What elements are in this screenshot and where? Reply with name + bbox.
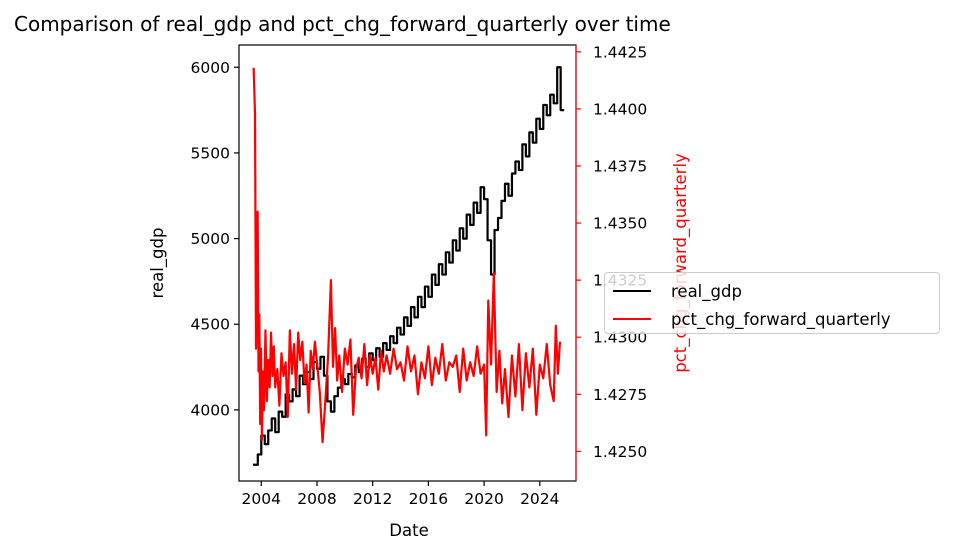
x-tick-label: 2024 <box>520 490 559 508</box>
legend-label-pct-chg: pct_chg_forward_quarterly <box>671 309 891 329</box>
y-left-tick-label: 4500 <box>191 316 230 334</box>
y-left-tick-label: 5000 <box>191 230 230 248</box>
y-right-axis-label: pct_chg_forward_quarterly <box>671 153 691 373</box>
x-tick-label: 2020 <box>464 490 503 508</box>
x-tick-label: 2012 <box>353 490 392 508</box>
y-left-tick-label: 5500 <box>191 144 230 162</box>
legend-label-real-gdp: real_gdp <box>671 281 742 301</box>
y-left-tick-label: 4000 <box>191 401 230 419</box>
y-right-tick-label: 1.4375 <box>593 157 647 175</box>
series-line-real-gdp <box>252 66 565 466</box>
y-left-tick-label: 6000 <box>191 59 230 77</box>
x-tick-label: 2004 <box>242 490 281 508</box>
y-right-tick-label: 1.4250 <box>593 443 647 461</box>
legend: real_gdp pct_chg_forward_quarterly <box>604 272 940 334</box>
chart-title: Comparison of real_gdp and pct_chg_forwa… <box>14 12 671 36</box>
x-axis-label: Date <box>389 521 428 540</box>
x-tick-label: 2008 <box>297 490 336 508</box>
series-line-pct-chg-forward-quarterly <box>252 67 562 444</box>
y-right-tick-label: 1.4425 <box>593 43 647 61</box>
legend-item-real-gdp: real_gdp <box>613 281 742 301</box>
plot-frame <box>238 44 577 482</box>
y-right-tick-label: 1.4400 <box>593 100 647 118</box>
legend-swatch-real-gdp <box>613 290 651 292</box>
y-right-tick-label: 1.4350 <box>593 215 647 233</box>
x-tick-label: 2016 <box>409 490 448 508</box>
y-left-axis-label: real_gdp <box>148 228 168 299</box>
y-right-tick-label: 1.4275 <box>593 386 647 404</box>
legend-swatch-pct-chg <box>613 318 651 320</box>
legend-item-pct-chg: pct_chg_forward_quarterly <box>613 309 891 329</box>
